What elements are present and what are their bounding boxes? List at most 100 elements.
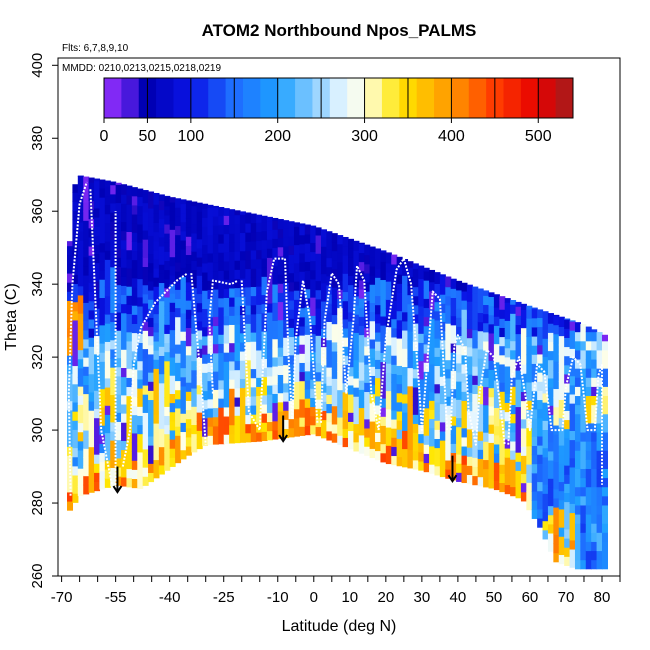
flight-track-leg-4 — [121, 272, 189, 467]
heatmap-cell — [375, 331, 382, 342]
heatmap-cell — [185, 418, 192, 429]
heatmap-cell — [569, 357, 576, 368]
heatmap-cell — [137, 397, 144, 407]
heatmap-cell — [299, 353, 306, 363]
heatmap-cell — [261, 367, 268, 378]
heatmap-cell — [526, 345, 533, 356]
heatmap-cell — [121, 221, 128, 232]
heatmap-cell — [515, 388, 522, 398]
heatmap-cell — [326, 412, 333, 423]
heatmap-cell — [585, 431, 592, 442]
heatmap-cell — [515, 379, 522, 389]
heatmap-cell — [137, 223, 144, 234]
heatmap-cell — [131, 469, 138, 480]
heatmap-cell — [466, 346, 473, 357]
heatmap-cell — [293, 244, 300, 255]
heatmap-cell — [337, 343, 344, 354]
heatmap-cell — [553, 543, 560, 554]
flight-track-leg-7 — [240, 257, 285, 432]
heatmap-cell — [310, 269, 317, 280]
heatmap-cell — [542, 456, 549, 467]
heatmap-cell — [407, 340, 414, 350]
heatmap-cell — [94, 399, 101, 410]
heatmap-cell — [77, 431, 84, 442]
heatmap-cell — [488, 305, 495, 316]
heatmap-cell — [385, 363, 392, 373]
heatmap-cell — [450, 443, 457, 454]
heatmap-cell — [574, 377, 581, 387]
heatmap-cell — [261, 248, 268, 259]
heatmap-cell — [218, 434, 225, 445]
heatmap-cell — [488, 378, 495, 389]
heatmap-cell — [553, 497, 560, 508]
heatmap-cell — [77, 413, 84, 424]
heatmap-cell — [515, 452, 522, 462]
heatmap-cell — [229, 379, 236, 389]
heatmap-cell — [547, 487, 554, 498]
heatmap-cell — [348, 293, 355, 304]
heatmap-cell — [596, 513, 603, 524]
heatmap-cell — [580, 468, 587, 479]
heatmap-cell — [504, 393, 511, 403]
heatmap-cell — [461, 282, 468, 292]
x-tick-label: 60 — [522, 589, 539, 606]
heatmap-cell — [564, 437, 571, 448]
heatmap-cell — [439, 321, 446, 332]
heatmap-cell — [202, 326, 209, 337]
x-axis: -70 -55 -40 -25 -10 0 10 20 30 40 50 60 70 80 — [51, 576, 621, 606]
heatmap-cell — [293, 281, 300, 291]
heatmap-cell — [591, 404, 598, 415]
heatmap-cell — [407, 321, 414, 332]
heatmap-cell — [407, 303, 414, 314]
heatmap-cell — [304, 233, 311, 244]
heatmap-cell — [439, 394, 446, 405]
heatmap-cell — [591, 395, 598, 406]
heatmap-cell — [402, 275, 409, 285]
flight-track-leg-1 — [67, 181, 88, 496]
heatmap-cell — [185, 236, 192, 246]
heatmap-cell — [391, 437, 398, 447]
heatmap-cell — [564, 538, 571, 548]
heatmap-cell — [456, 326, 463, 337]
heatmap-cell — [142, 211, 149, 222]
heatmap-cell — [412, 414, 419, 424]
heatmap-cell — [164, 242, 171, 252]
heatmap-cell — [358, 325, 365, 336]
heatmap-cell — [380, 270, 387, 281]
heatmap-cell — [218, 334, 225, 344]
heatmap-cell — [164, 305, 171, 316]
heatmap-cell — [418, 287, 425, 298]
heatmap-cell — [537, 399, 544, 410]
heatmap-cell — [553, 534, 560, 545]
heatmap-cell — [126, 267, 133, 278]
heatmap-cell — [348, 238, 355, 249]
heatmap-cell — [169, 329, 176, 340]
heatmap-cell — [439, 312, 446, 323]
heatmap-cell — [348, 321, 355, 331]
heatmap-cell — [439, 440, 446, 450]
heatmap-cell — [558, 454, 565, 464]
heatmap-cell — [207, 362, 214, 373]
heatmap-cell — [148, 299, 155, 309]
heatmap-cell — [358, 243, 365, 254]
heatmap-cell — [412, 332, 419, 342]
heatmap-cell — [110, 181, 117, 186]
heatmap-cell — [348, 348, 355, 359]
heatmap-cell — [283, 373, 290, 384]
heatmap-cell — [412, 395, 419, 406]
heatmap-cell — [320, 410, 327, 421]
heatmap-cell — [250, 268, 257, 278]
heatmap-cell — [212, 380, 219, 390]
heatmap-cell — [88, 355, 95, 366]
heatmap-cell — [121, 285, 128, 296]
heatmap-cell — [83, 347, 90, 358]
heatmap-cell — [585, 395, 592, 406]
heatmap-cell — [175, 407, 182, 418]
heatmap-cell — [558, 408, 565, 419]
heatmap-cell — [126, 240, 133, 251]
heatmap-cell — [396, 447, 403, 458]
heatmap-cell — [266, 266, 273, 277]
heatmap-cell — [169, 311, 176, 322]
heatmap-cell — [515, 360, 522, 371]
heatmap-cell — [131, 268, 138, 279]
